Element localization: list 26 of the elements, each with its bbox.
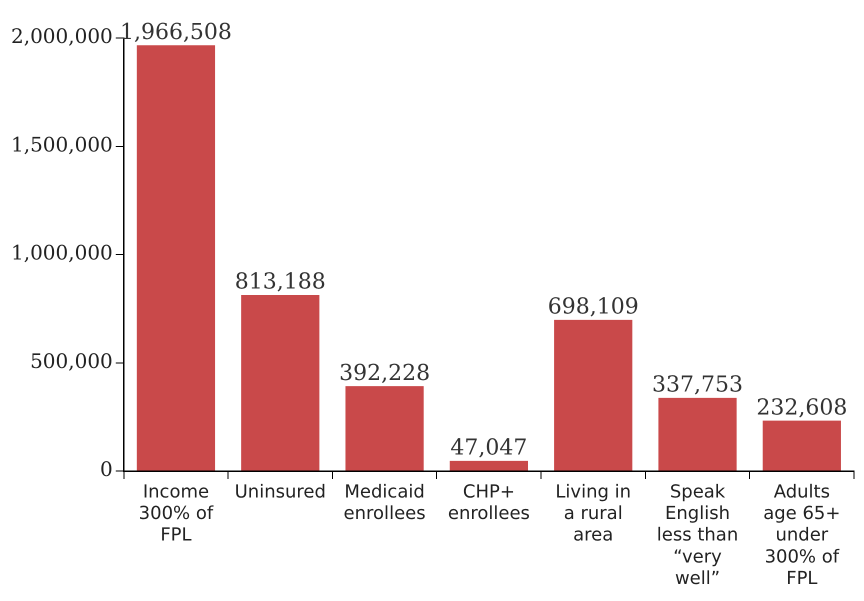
bar	[762, 420, 841, 470]
bar	[345, 386, 424, 470]
data-label: 1,966,508	[120, 20, 232, 45]
bar	[241, 294, 320, 470]
y-tick-label: 2,000,000	[10, 24, 113, 48]
x-tick-label: Speak English less than “very well”	[656, 481, 738, 589]
y-tick-label: 0	[100, 457, 113, 482]
x-tick-label: Adults age 65+ under 300% of FPL	[763, 481, 840, 589]
x-tick-label: Medicaid enrollees	[344, 481, 426, 524]
x-tick-label: Uninsured	[234, 481, 326, 502]
y-tick-label: 1,000,000	[10, 240, 113, 265]
data-label: 232,608	[756, 395, 848, 420]
bar	[658, 398, 737, 470]
data-label: 47,047	[450, 436, 528, 461]
data-label: 337,753	[652, 372, 744, 398]
data-label: 392,228	[339, 360, 430, 386]
bar	[136, 45, 216, 470]
bar	[450, 460, 528, 470]
data-label: 813,188	[234, 270, 326, 295]
y-tick-label: 1,500,000	[10, 132, 113, 156]
bar	[554, 320, 632, 470]
y-tick-label: 500,000	[30, 348, 113, 373]
data-label: 698,109	[548, 294, 639, 320]
x-tick-label: Living in a rural area	[555, 481, 632, 546]
x-tick-label: Income 300% of FPL	[138, 481, 214, 546]
x-tick-label: CHP+ enrollees	[448, 481, 530, 524]
